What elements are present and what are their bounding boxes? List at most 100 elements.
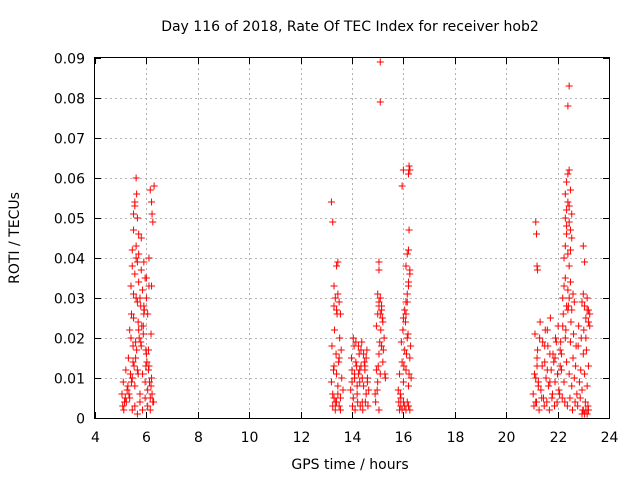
data-point [572, 362, 580, 370]
data-point [374, 290, 382, 298]
data-point [560, 254, 568, 262]
x-tick-labels: 4 6 8 10 12 14 16 18 20 22 24 [91, 430, 618, 446]
data-point [554, 322, 562, 330]
y-tick-labels: 0 0.01 0.02 0.03 0.04 0.05 0.06 0.07 0.08 0.09 [54, 52, 85, 428]
data-point [565, 294, 573, 302]
data-point [144, 402, 152, 410]
data-point [564, 250, 572, 258]
data-point [398, 182, 406, 190]
data-point [144, 386, 152, 394]
data-point [127, 282, 135, 290]
data-point [333, 306, 341, 314]
data-point [128, 262, 136, 270]
data-point [552, 334, 560, 342]
data-point [583, 382, 591, 390]
data-point [561, 214, 569, 222]
data-point [563, 222, 571, 230]
y-tick-label: 0.08 [54, 92, 85, 108]
data-point [135, 334, 143, 342]
data-point [140, 306, 148, 314]
data-point [357, 346, 365, 354]
data-point [581, 398, 589, 406]
data-point [403, 250, 411, 258]
data-point [353, 362, 361, 370]
data-point [331, 294, 339, 302]
data-point [561, 274, 569, 282]
data-point [134, 318, 142, 326]
data-point [563, 302, 571, 310]
data-point [374, 362, 382, 370]
x-tick-label: 22 [550, 430, 568, 446]
data-point [347, 354, 355, 362]
data-point [569, 406, 577, 414]
data-point [582, 314, 590, 322]
data-point [135, 278, 143, 286]
data-point [554, 370, 562, 378]
data-point [334, 390, 342, 398]
data-point [376, 58, 384, 66]
data-point [143, 358, 151, 366]
data-point [130, 226, 138, 234]
data-point [402, 310, 410, 318]
data-point [399, 378, 407, 386]
data-point [127, 334, 135, 342]
data-point [353, 382, 361, 390]
data-point [148, 374, 156, 382]
data-point [339, 386, 347, 394]
data-point [338, 374, 346, 382]
data-point [558, 394, 566, 402]
y-tick-label: 0.07 [54, 132, 85, 148]
x-tick-label: 16 [395, 430, 413, 446]
data-point [134, 370, 142, 378]
data-point [139, 330, 147, 338]
data-point [332, 350, 340, 358]
data-point [133, 214, 141, 222]
data-point [380, 334, 388, 342]
data-point [564, 102, 572, 110]
data-point [569, 354, 577, 362]
data-point [529, 390, 537, 398]
y-tick-label: 0 [76, 412, 85, 428]
data-point [374, 378, 382, 386]
data-point [334, 290, 342, 298]
data-point [381, 374, 389, 382]
data-point [353, 390, 361, 398]
y-tick-label: 0.06 [54, 172, 85, 188]
data-point [130, 314, 138, 322]
data-point [571, 398, 579, 406]
data-point [378, 342, 386, 350]
data-point [378, 302, 386, 310]
data-point [331, 326, 339, 334]
data-point [539, 338, 547, 346]
data-point [129, 342, 137, 350]
data-point [561, 242, 569, 250]
data-point [565, 166, 573, 174]
data-point [336, 310, 344, 318]
data-point [335, 354, 343, 362]
data-point [377, 326, 385, 334]
data-point [337, 346, 345, 354]
data-point [361, 398, 369, 406]
data-point [329, 218, 337, 226]
data-point [121, 394, 129, 402]
data-point [131, 198, 139, 206]
data-point [575, 322, 583, 330]
data-point [533, 230, 541, 238]
data-point [580, 326, 588, 334]
data-point [563, 206, 571, 214]
data-point [130, 210, 138, 218]
data-point [349, 402, 357, 410]
data-point [561, 334, 569, 342]
y-tick-label: 0.05 [54, 212, 85, 228]
data-point [541, 358, 549, 366]
data-point [566, 186, 574, 194]
data-point [351, 370, 359, 378]
data-point [560, 282, 568, 290]
data-point [566, 278, 574, 286]
data-point [570, 298, 578, 306]
data-point [135, 230, 143, 238]
data-point [556, 346, 564, 354]
data-point [356, 366, 364, 374]
x-tick-label: 12 [293, 430, 311, 446]
